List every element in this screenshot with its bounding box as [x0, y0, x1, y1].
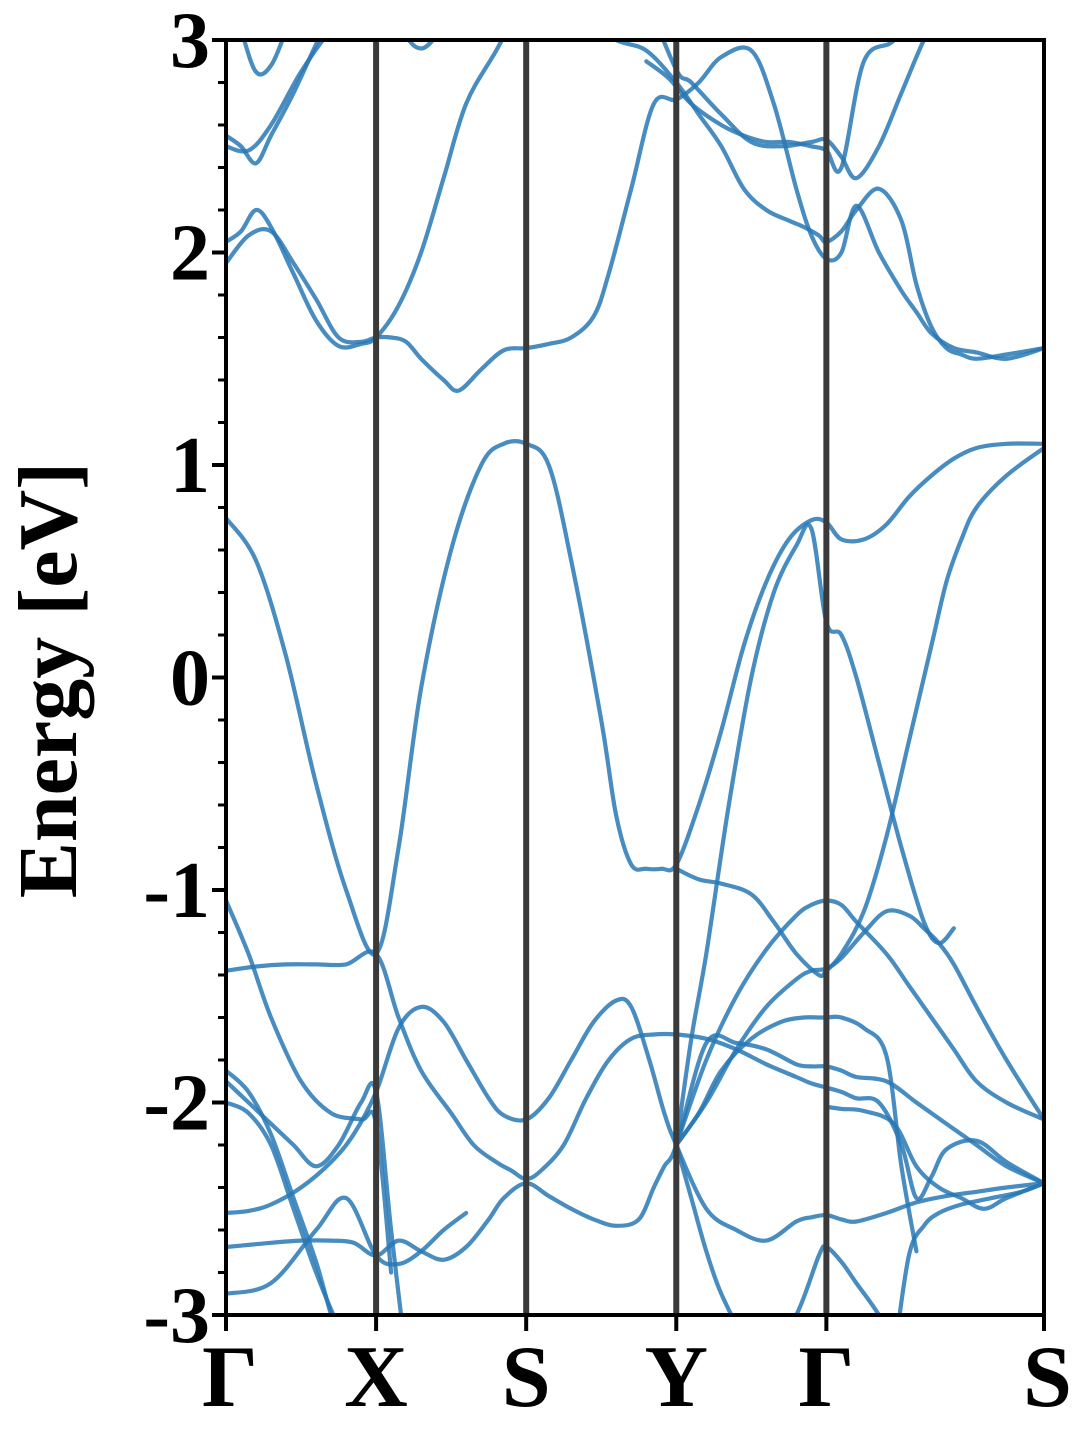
band-line-20: [674, 445, 1044, 979]
band-line-24: [824, 1104, 1044, 1211]
band-line-15: [226, 1079, 404, 1315]
band-line-3: [226, 949, 1044, 1202]
band-line-7: [226, 40, 326, 154]
y-tick-label: 0: [170, 635, 210, 723]
high-symmetry-lines: [373, 40, 830, 1315]
kpoint-label: S: [502, 1329, 551, 1426]
y-tick-label: -2: [143, 1060, 210, 1148]
y-tick-label: 1: [170, 422, 210, 510]
band-line-25: [897, 1181, 1044, 1315]
band-line-12: [644, 40, 897, 174]
band-line-18: [674, 898, 1044, 1148]
kpoint-label: Γ: [202, 1329, 258, 1426]
band-line-9: [241, 40, 285, 77]
y-tick-label: 3: [170, 0, 210, 85]
band-line-14: [226, 1068, 334, 1315]
kpoint-label: Y: [644, 1329, 708, 1426]
band-line-22: [674, 1142, 882, 1315]
band-line-8: [226, 40, 321, 166]
band-line-4: [226, 439, 1044, 957]
y-tick-label: 2: [170, 210, 210, 298]
y-axis-ticks: -3 -2 -1 0 1 2 3: [143, 0, 226, 1360]
kpoint-label: S: [1023, 1329, 1072, 1426]
band-line-11: [660, 40, 927, 181]
band-lines: [226, 40, 1044, 1315]
band-line-10: [406, 40, 436, 51]
band-line-13: [226, 898, 394, 1275]
kpoint-label: X: [344, 1329, 408, 1426]
y-axis-label: Energy [eV]: [2, 462, 95, 898]
band-line-21: [674, 522, 956, 1148]
kpoint-label: Γ: [798, 1329, 854, 1426]
band-line-23: [674, 1014, 919, 1254]
y-tick-label: -3: [143, 1272, 210, 1360]
band-line-5: [226, 45, 1044, 393]
band-line-16: [226, 1100, 336, 1315]
y-tick-label: -1: [143, 847, 210, 935]
band-line-19: [674, 908, 1044, 1148]
